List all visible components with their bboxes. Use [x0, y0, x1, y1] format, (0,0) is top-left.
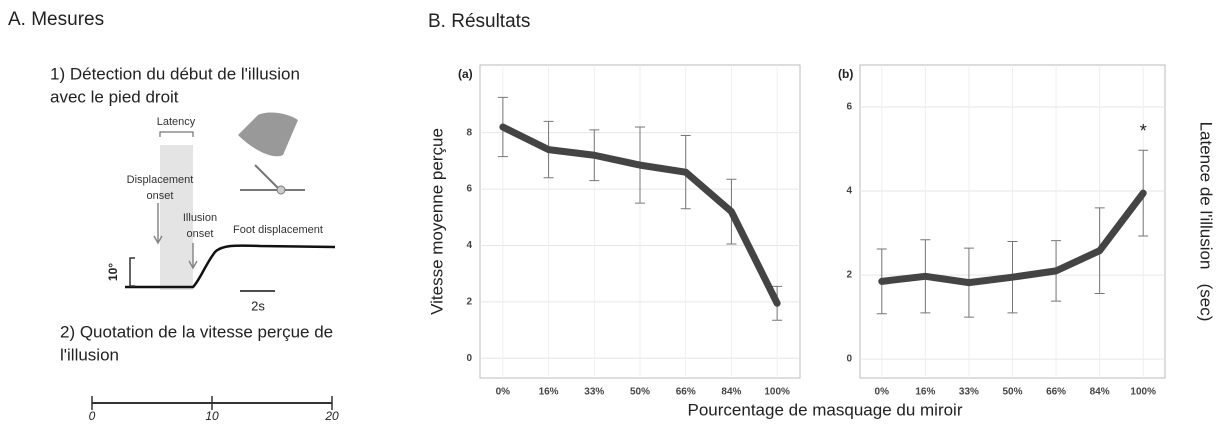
y-axis-label: Vitesse moyenne perçue	[427, 128, 446, 315]
x-tick-label: 50%	[1002, 387, 1022, 398]
x-tick-label: 100%	[1130, 387, 1156, 398]
diagram-label: Displacement	[127, 174, 194, 186]
y-tick-label: 6	[466, 184, 472, 195]
x-tick-label: 66%	[676, 387, 696, 398]
y-tick-label: 0	[466, 353, 472, 364]
panel-title: A. Mesures	[8, 9, 104, 30]
y-tick-label: 2	[466, 297, 472, 308]
latency-bracket	[159, 131, 194, 137]
diagram-label: onset	[187, 228, 214, 240]
latency-zone	[160, 145, 193, 290]
y-tick-label: 6	[846, 102, 852, 113]
x-tick-label: 16%	[915, 387, 935, 398]
data-line	[878, 189, 1147, 287]
scale-tick-label: 10	[205, 409, 219, 423]
diagram-label: onset	[147, 190, 174, 202]
diagram-label: Foot displacement	[233, 224, 323, 236]
x-axis-label: Pourcentage de masquage du miroir	[688, 400, 963, 419]
scale-tick-label: 0	[89, 409, 96, 423]
x-tick-label: 84%	[721, 387, 741, 398]
panel-label: (a)	[458, 67, 473, 81]
x-tick-label: 0%	[875, 387, 890, 398]
x-tick-label: 0%	[496, 387, 511, 398]
panel-label: (b)	[838, 67, 853, 81]
y-tick-label: 8	[466, 127, 472, 138]
diagram-label: Latency	[157, 116, 196, 128]
diagram-label: 10°	[106, 263, 120, 281]
trace	[125, 244, 336, 289]
diagram-label: Illusion	[183, 212, 217, 224]
x-tick-label: 33%	[959, 387, 979, 398]
x-tick-label: 84%	[1090, 387, 1110, 398]
step-text: avec le pied droit	[50, 87, 179, 106]
x-tick-label: 16%	[539, 387, 559, 398]
scale-tick-label: 20	[324, 409, 339, 423]
x-tick-label: 33%	[584, 387, 604, 398]
x-tick-label: 50%	[630, 387, 650, 398]
x-tick-label: 66%	[1046, 387, 1066, 398]
diagram-label: 2s	[251, 298, 265, 313]
y-tick-label: 4	[466, 240, 472, 251]
x-tick-label: 100%	[764, 387, 790, 398]
step-text: 1) Détection du début de l'illusion	[50, 64, 300, 83]
foot-icon	[238, 112, 305, 195]
y-tick-label: 2	[846, 270, 852, 281]
arrow	[153, 203, 163, 245]
annotation: *	[1140, 121, 1147, 141]
panel-title: B. Résultats	[428, 11, 530, 32]
y-tick-label: 4	[846, 186, 852, 197]
arrow	[188, 243, 198, 270]
data-line	[499, 123, 781, 307]
scale-bar	[129, 257, 135, 287]
y-tick-label: 0	[846, 354, 852, 365]
step-text: 2) Quotation de la vitesse perçue de	[60, 322, 333, 341]
y-axis-label: Latence de l'illusion (sec)	[1197, 122, 1216, 322]
step-text: l'illusion	[60, 345, 119, 364]
